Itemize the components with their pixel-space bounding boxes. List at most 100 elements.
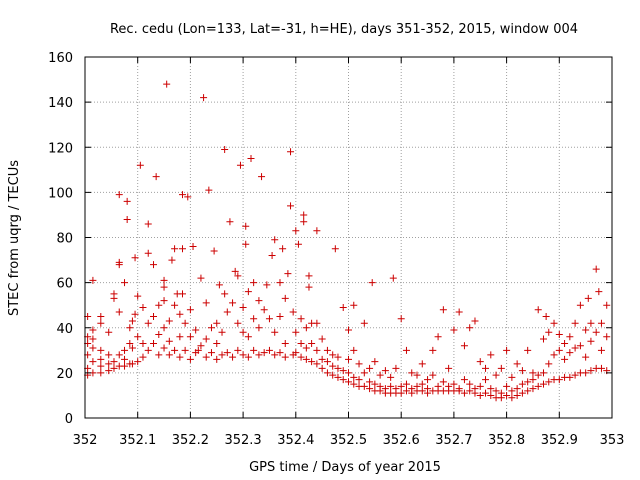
data-point bbox=[566, 373, 574, 381]
data-point bbox=[408, 369, 416, 377]
data-point bbox=[450, 380, 458, 388]
data-point bbox=[197, 342, 205, 350]
data-point bbox=[160, 324, 168, 332]
data-point bbox=[592, 328, 600, 336]
data-point bbox=[178, 245, 186, 253]
data-point bbox=[487, 351, 495, 359]
data-point bbox=[376, 371, 384, 379]
data-point bbox=[97, 362, 105, 370]
x-tick-label: 352.5 bbox=[330, 433, 367, 448]
data-point bbox=[210, 247, 218, 255]
data-point bbox=[292, 328, 300, 336]
data-point bbox=[236, 161, 244, 169]
data-point bbox=[539, 369, 547, 377]
x-tick-label: 352.9 bbox=[541, 433, 578, 448]
data-point bbox=[466, 324, 474, 332]
data-point bbox=[97, 312, 105, 320]
data-point bbox=[160, 276, 168, 284]
data-point bbox=[186, 333, 194, 341]
data-point bbox=[355, 360, 363, 368]
data-point bbox=[184, 193, 192, 201]
y-tick-label: 20 bbox=[56, 367, 73, 382]
data-point bbox=[513, 360, 521, 368]
data-point bbox=[287, 202, 295, 210]
y-tick-label: 140 bbox=[48, 96, 73, 111]
data-point bbox=[550, 319, 558, 327]
data-point bbox=[281, 340, 289, 348]
data-point bbox=[131, 254, 139, 262]
data-point bbox=[476, 391, 484, 399]
data-point bbox=[524, 378, 532, 386]
data-point bbox=[121, 346, 129, 354]
data-point bbox=[297, 340, 305, 348]
data-point bbox=[276, 349, 284, 357]
data-point bbox=[308, 358, 316, 366]
x-tick-label: 352.7 bbox=[435, 433, 472, 448]
data-point bbox=[239, 303, 247, 311]
data-point bbox=[223, 308, 231, 316]
data-point bbox=[239, 328, 247, 336]
data-point bbox=[139, 303, 147, 311]
y-tick-label: 0 bbox=[65, 412, 73, 427]
data-point bbox=[508, 394, 516, 402]
data-point bbox=[397, 382, 405, 390]
data-point bbox=[476, 358, 484, 366]
data-point bbox=[389, 274, 397, 282]
data-point bbox=[189, 243, 197, 251]
data-point bbox=[168, 256, 176, 264]
data-point bbox=[550, 351, 558, 359]
data-point bbox=[413, 371, 421, 379]
data-point bbox=[545, 378, 553, 386]
data-point bbox=[281, 294, 289, 302]
data-point bbox=[318, 364, 326, 372]
data-point bbox=[334, 373, 342, 381]
data-point bbox=[492, 387, 500, 395]
data-point bbox=[460, 342, 468, 350]
data-point bbox=[213, 319, 221, 327]
data-point bbox=[181, 319, 189, 327]
data-point bbox=[445, 382, 453, 390]
x-tick-label: 352.1 bbox=[119, 433, 156, 448]
x-axis-label: GPS time / Days of year 2015 bbox=[249, 460, 441, 475]
data-point bbox=[329, 351, 337, 359]
data-point bbox=[105, 367, 113, 375]
data-point bbox=[582, 369, 590, 377]
data-point bbox=[371, 358, 379, 366]
data-point bbox=[371, 380, 379, 388]
data-point bbox=[186, 355, 194, 363]
data-point bbox=[429, 346, 437, 354]
data-point bbox=[582, 326, 590, 334]
data-point bbox=[194, 346, 202, 354]
data-point bbox=[271, 351, 279, 359]
data-point bbox=[128, 344, 136, 352]
data-point bbox=[497, 389, 505, 397]
data-point bbox=[218, 328, 226, 336]
data-point bbox=[260, 349, 268, 357]
x-tick-label: 352.3 bbox=[224, 433, 261, 448]
data-point bbox=[255, 351, 263, 359]
data-point bbox=[313, 360, 321, 368]
data-point bbox=[329, 371, 337, 379]
data-point bbox=[424, 376, 432, 384]
data-point bbox=[418, 360, 426, 368]
data-point bbox=[260, 306, 268, 314]
y-tick-label: 60 bbox=[56, 277, 73, 292]
data-point bbox=[350, 301, 358, 309]
data-point bbox=[144, 220, 152, 228]
data-point bbox=[524, 387, 532, 395]
data-point bbox=[497, 364, 505, 372]
data-point bbox=[460, 389, 468, 397]
data-point bbox=[434, 382, 442, 390]
data-point bbox=[239, 351, 247, 359]
data-point bbox=[144, 346, 152, 354]
data-point bbox=[503, 346, 511, 354]
data-points bbox=[84, 80, 611, 402]
data-point bbox=[105, 328, 113, 336]
data-point bbox=[207, 324, 215, 332]
data-point bbox=[360, 369, 368, 377]
data-point bbox=[165, 317, 173, 325]
data-point bbox=[487, 391, 495, 399]
data-point bbox=[513, 385, 521, 393]
data-point bbox=[123, 215, 131, 223]
y-axis-label: STEC from uqrg / TECUs bbox=[7, 160, 22, 316]
